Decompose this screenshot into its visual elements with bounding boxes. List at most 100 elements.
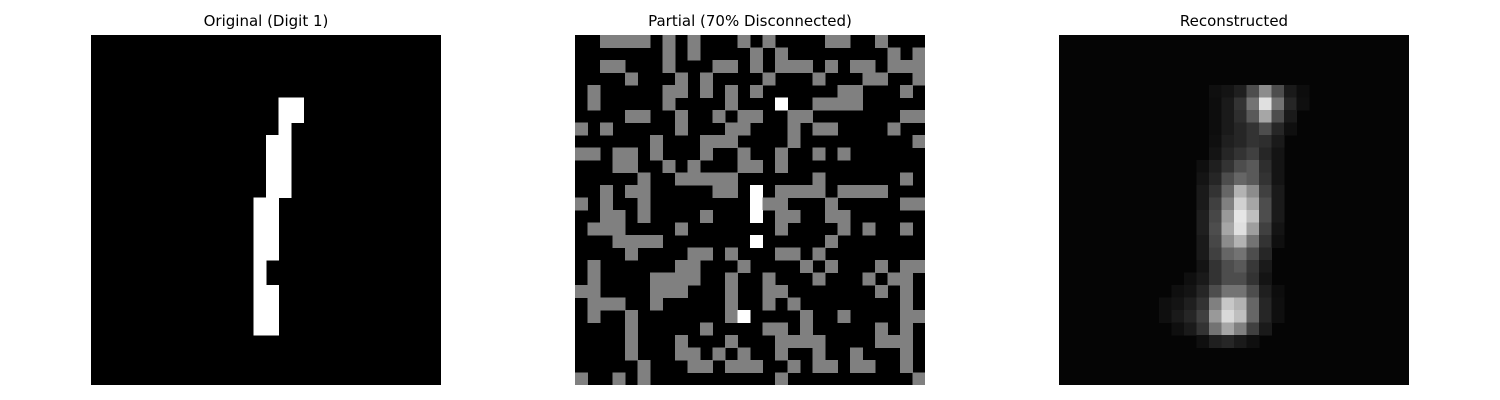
pixel-cell [1284, 110, 1297, 123]
pixel-cell [775, 322, 788, 336]
pixel-cell [675, 172, 688, 186]
pixel-cell [675, 285, 688, 298]
pixel-cell [750, 110, 763, 123]
pixel-cell [587, 285, 601, 298]
pixel-cell [875, 335, 888, 348]
pixel-cell [650, 297, 663, 311]
pixel-cell [1209, 247, 1222, 261]
pixel-cell [266, 185, 279, 198]
pixel-cell [1259, 235, 1272, 248]
pixel-cell [725, 272, 738, 286]
pixel-cell [253, 272, 267, 286]
pixel-cell [1271, 197, 1285, 211]
pixel-cell [1196, 160, 1210, 173]
pixel-cell [687, 247, 701, 261]
reconstructed-image-grid [1059, 35, 1409, 385]
pixel-cell [612, 147, 626, 161]
pixel-cell [687, 347, 701, 361]
pixel-cell [900, 222, 913, 236]
pixel-cell [1246, 160, 1260, 173]
pixel-cell [887, 272, 901, 286]
pixel-cell [900, 285, 913, 298]
pixel-cell [253, 297, 267, 311]
pixel-cell [1246, 97, 1260, 111]
pixel-cell [1246, 297, 1260, 311]
pixel-cell [1234, 122, 1247, 136]
pixel-cell [1221, 272, 1235, 286]
pixel-cell [1246, 310, 1260, 323]
pixel-cell [1209, 135, 1222, 148]
pixel-cell [812, 272, 826, 286]
pixel-cell [750, 160, 763, 173]
pixel-cell [625, 310, 638, 323]
pixel-cell [625, 322, 638, 336]
pixel-cell [1234, 285, 1247, 298]
pixel-cell [1209, 185, 1222, 198]
pixel-cell [1221, 285, 1235, 298]
pixel-cell [253, 310, 267, 323]
pixel-cell [725, 185, 738, 198]
pixel-cell [812, 347, 826, 361]
pixel-cell [1246, 222, 1260, 236]
pixel-cell [612, 297, 626, 311]
pixel-cell [1246, 260, 1260, 273]
pixel-cell [775, 160, 788, 173]
pixel-cell [1234, 147, 1247, 161]
pixel-cell [1271, 235, 1285, 248]
pixel-cell [725, 335, 738, 348]
pixel-cell [1284, 122, 1297, 136]
pixel-cell [253, 247, 267, 261]
pixel-cell [762, 297, 776, 311]
pixel-cell [1259, 197, 1272, 211]
pixel-cell [850, 360, 863, 373]
pixel-cell [1246, 272, 1260, 286]
pixel-cell [1221, 85, 1235, 98]
pixel-cell [600, 122, 613, 136]
pixel-cell [1259, 97, 1272, 111]
pixel-cell [687, 160, 701, 173]
pixel-cell [266, 222, 279, 236]
pixel-cell [700, 147, 713, 161]
pixel-cell [1221, 260, 1235, 273]
pixel-cell [912, 47, 925, 61]
pixel-cell [675, 222, 688, 236]
pixel-cell [737, 147, 751, 161]
pixel-cell [750, 197, 763, 211]
pixel-cell [587, 310, 601, 323]
pixel-cell [812, 172, 826, 186]
pixel-cell [1196, 210, 1210, 223]
pixel-cell [712, 347, 726, 361]
pixel-cell [825, 197, 838, 211]
pixel-cell [750, 235, 763, 248]
pixel-cell [637, 360, 651, 373]
pixel-cell [600, 222, 613, 236]
pixel-cell [687, 360, 701, 373]
pixel-cell [775, 60, 788, 73]
pixel-cell [1271, 172, 1285, 186]
pixel-cell [762, 322, 776, 336]
pixel-cell [1196, 247, 1210, 261]
pixel-cell [762, 272, 776, 286]
original-panel: Original (Digit 1) [91, 0, 441, 400]
pixel-cell [1284, 85, 1297, 98]
pixel-cell [862, 72, 876, 86]
pixel-cell [1234, 85, 1247, 98]
pixel-cell [1246, 147, 1260, 161]
pixel-cell [900, 347, 913, 361]
pixel-cell [1221, 197, 1235, 211]
pixel-cell [1246, 210, 1260, 223]
pixel-cell [675, 335, 688, 348]
pixel-cell [787, 247, 801, 261]
pixel-cell [625, 347, 638, 361]
pixel-cell [637, 210, 651, 223]
pixel-cell [787, 335, 801, 348]
pixel-cell [887, 122, 901, 136]
pixel-cell [887, 47, 901, 61]
pixel-cell [1234, 335, 1247, 348]
pixel-cell [1209, 197, 1222, 211]
pixel-cell [912, 310, 925, 323]
pixel-cell [1221, 247, 1235, 261]
pixel-cell [266, 297, 279, 311]
pixel-cell [1259, 310, 1272, 323]
pixel-cell [291, 97, 304, 111]
